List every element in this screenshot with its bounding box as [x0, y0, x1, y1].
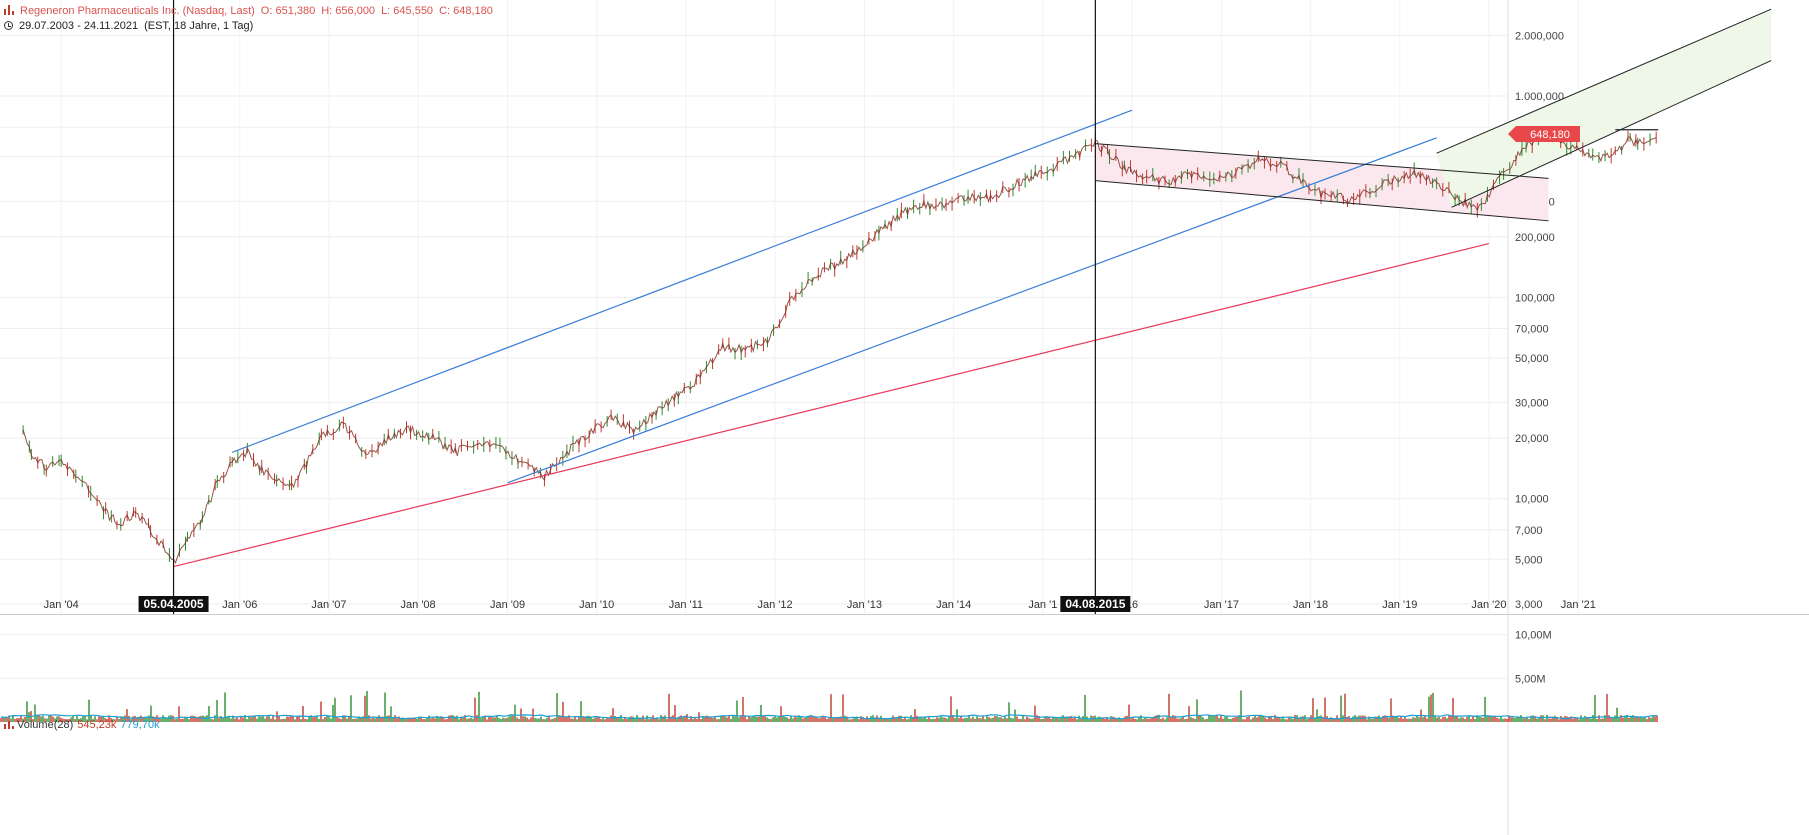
x-tick-label: Jan '04 [44, 599, 79, 611]
last-price-label: 648,180 [1530, 129, 1570, 141]
channel-upper [1095, 143, 1549, 179]
x-tick-label: Jan '09 [490, 599, 525, 611]
chart-header: Regeneron Pharmaceuticals Inc. (Nasdaq, … [4, 4, 499, 17]
x-tick-label: Jan '19 [1382, 599, 1417, 611]
x-tick-label: Jan '07 [311, 599, 346, 611]
x-tick-label: Jan '12 [757, 599, 792, 611]
marker-date-badge [1060, 596, 1131, 612]
volume-value-1: 545,23k [77, 719, 117, 731]
volume-header: Volume(28) 545,23k 779,70k [4, 718, 160, 731]
price-line [22, 132, 1657, 564]
x-tick-label: Jan '14 [936, 599, 971, 611]
channel-zone [1095, 143, 1549, 221]
low-value: L: 645,550 [381, 5, 434, 17]
x-tick-label: Jan '10 [579, 599, 614, 611]
x-tick-label: Jan '21 [1561, 599, 1596, 611]
channel-upper [1436, 8, 1772, 154]
y-tick-label: 30,000 [1515, 398, 1549, 410]
y-tick-label: 50,000 [1515, 353, 1549, 365]
channel-zone [1436, 9, 1772, 208]
candlestick-icon [4, 5, 14, 15]
y-tick-label: 5,000 [1515, 554, 1543, 566]
marker-date-label: 05.04.2005 [144, 597, 204, 611]
range-info: 29.07.2003 - 24.11.2021 (EST, 18 Jahre, 1… [4, 20, 259, 32]
y-tick-label: 100,000 [1515, 292, 1555, 304]
marker-date-badge [138, 596, 209, 612]
bar-chart-icon [4, 719, 14, 729]
volume-tick-label: 10,00M [1515, 630, 1552, 642]
y-tick-label: 7,000 [1515, 525, 1543, 537]
y-tick-label: 20,000 [1515, 433, 1549, 445]
y-tick-label: 2.000,000 [1515, 30, 1564, 42]
volume-value-2: 779,70k [120, 719, 160, 731]
x-tick-label: Jan '1 [1028, 599, 1057, 611]
instrument-title: Regeneron Pharmaceuticals Inc. (Nasdaq, … [20, 5, 255, 17]
x-tick-label: Jan '18 [1293, 599, 1328, 611]
y-tick-label: 70,000 [1515, 324, 1549, 336]
open-value: O: 651,380 [260, 5, 316, 17]
range-meta: (EST, 18 Jahre, 1 Tag) [144, 20, 254, 32]
date-range: 29.07.2003 - 24.11.2021 [19, 20, 139, 32]
trend-line [231, 109, 1133, 453]
y-tick-label: 10,000 [1515, 494, 1549, 506]
trend-line [507, 137, 1437, 484]
x-tick-label: Jan '06 [222, 599, 257, 611]
volume-tick-label: 5,00M [1515, 673, 1546, 685]
high-value: H: 656,000 [321, 5, 376, 17]
x-tick-label: Jan '20 [1471, 599, 1506, 611]
close-value: C: 648,180 [439, 5, 493, 17]
last-price-badge [1508, 125, 1580, 142]
x-tick-label: Jan '17 [1204, 599, 1239, 611]
x-tick-label: Jan '08 [401, 599, 436, 611]
x-tick-label: Jan '13 [847, 599, 882, 611]
volume-average-line [0, 714, 1658, 720]
channel-lower [1095, 180, 1549, 222]
x-tick-label: Jan '11 [669, 599, 703, 611]
marker-date-label: 04.08.2015 [1065, 597, 1125, 611]
volume-label: Volume(28) [17, 719, 74, 731]
trend-line [173, 242, 1490, 568]
channel-lower [1451, 60, 1772, 208]
y-tick-label: 1.000,000 [1515, 91, 1564, 103]
clock-icon [4, 21, 13, 30]
y-tick-label: 200,000 [1515, 232, 1555, 244]
y-tick-label: 3,000 [1515, 599, 1543, 611]
